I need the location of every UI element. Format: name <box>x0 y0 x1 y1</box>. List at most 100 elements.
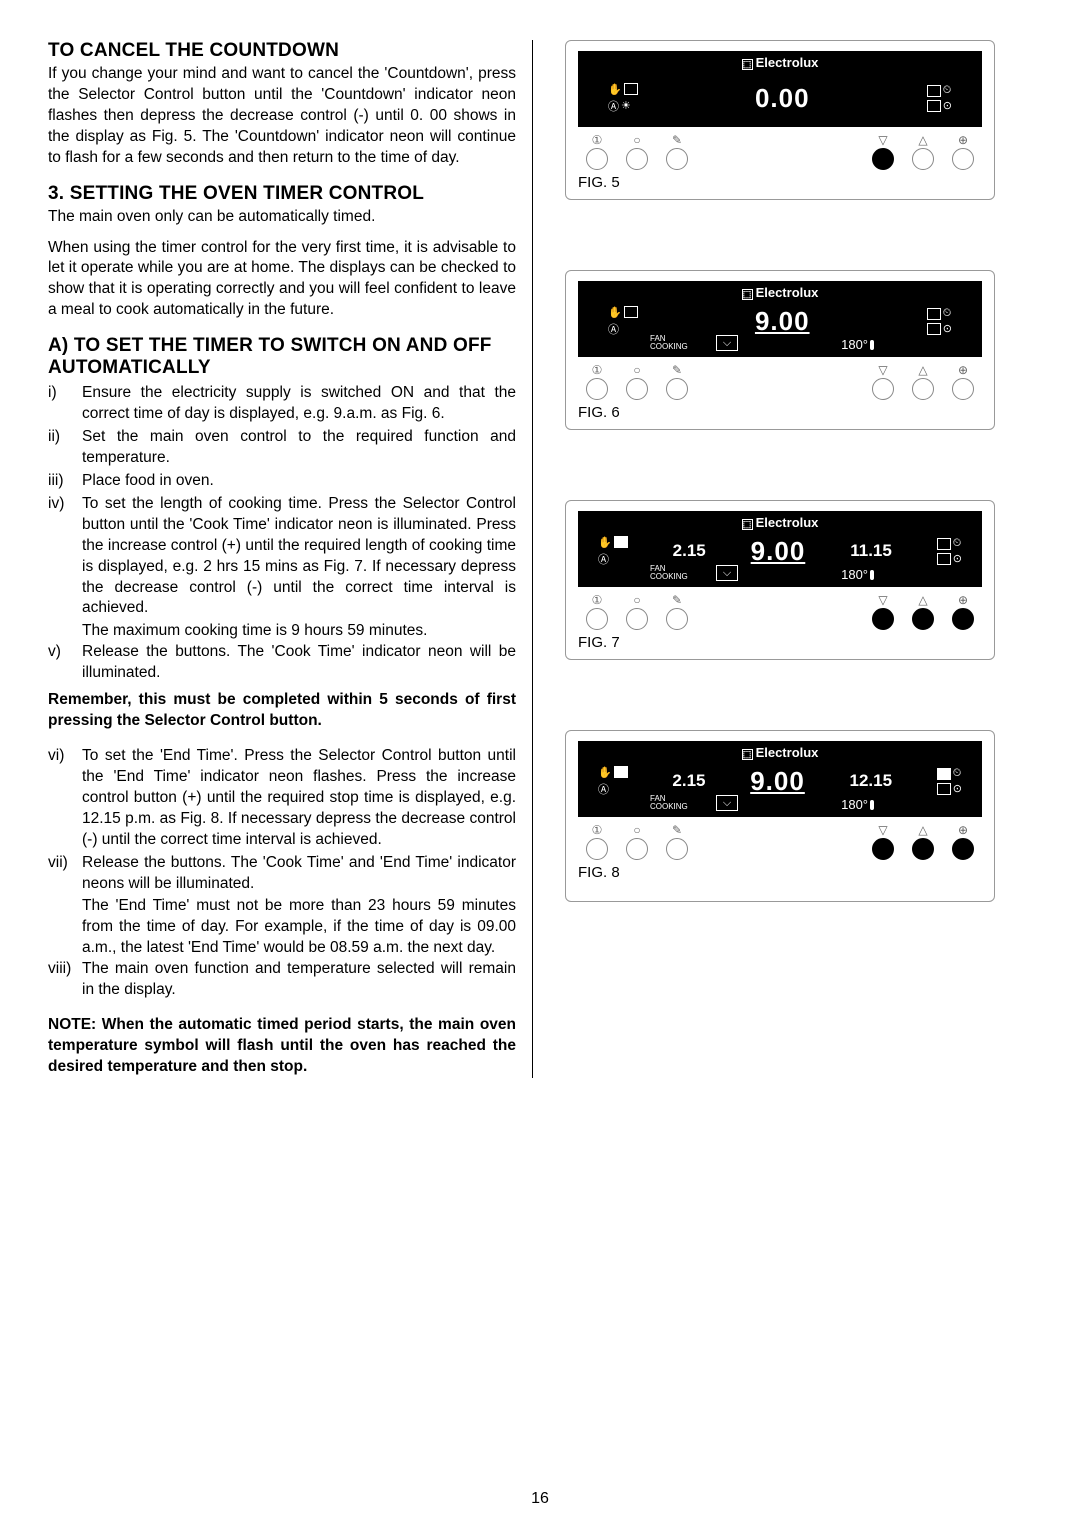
fan-cooking-label: FAN COOKING <box>650 565 688 581</box>
brand-text: Electrolux <box>756 285 819 300</box>
figure-7: ⬚Electrolux ✋ Ⓐ 2.15 9.00 11.15 ⏲ ⊙ FAN … <box>565 500 995 660</box>
brand-icon: ⬚ <box>742 289 753 300</box>
up-symbol: △ <box>918 363 927 377</box>
stop-icon <box>937 538 951 550</box>
heading-cancel: TO CANCEL THE COUNTDOWN <box>48 40 516 62</box>
temp-value: 180° <box>841 567 868 582</box>
right-time: 11.15 <box>850 541 892 561</box>
step-num: ii) <box>48 427 82 469</box>
button-circle <box>872 148 894 170</box>
clock-icon: ⊙ <box>943 99 952 112</box>
button-circle <box>666 378 688 400</box>
step-body: Set the main oven control to the require… <box>82 427 516 469</box>
button-circle <box>586 838 608 860</box>
step-num: iv) <box>48 494 82 620</box>
step-body: Place food in oven. <box>82 471 516 492</box>
left-icons: ✋ Ⓐ <box>598 536 628 567</box>
button-group-left: ① ○ ✎ <box>586 823 688 860</box>
step-num: iii) <box>48 471 82 492</box>
button-group-left: ① ○ ✎ <box>586 133 688 170</box>
plus-symbol: ⊕ <box>958 363 968 377</box>
list-item: iii)Place food in oven. <box>48 471 516 492</box>
button-circle <box>666 838 688 860</box>
step-body: The main oven function and temperature s… <box>82 959 516 1001</box>
right-icons: ⏲ ⊙ <box>937 537 962 565</box>
timer-icon: ⏲ <box>953 537 962 550</box>
figure-label: FIG. 7 <box>578 634 982 651</box>
button: ① <box>586 133 608 170</box>
pot-icon <box>624 306 638 318</box>
auto-icon: Ⓐ <box>598 781 609 797</box>
button-group-left: ① ○ ✎ <box>586 363 688 400</box>
button: △ <box>912 363 934 400</box>
button: ▽ <box>872 823 894 860</box>
brand-label: ⬚Electrolux <box>578 745 982 760</box>
left-time: 2.15 <box>673 541 706 561</box>
button: ✎ <box>666 593 688 630</box>
plus-symbol: ⊕ <box>958 593 968 607</box>
button-circle <box>586 378 608 400</box>
button-group-right: ▽ △ ⊕ <box>872 823 974 860</box>
button-circle <box>666 608 688 630</box>
clock-icon: ⊙ <box>943 322 952 335</box>
figure-label: FIG. 8 <box>578 864 982 881</box>
down-symbol: ▽ <box>878 823 887 837</box>
figure-8: ⬚Electrolux ✋ Ⓐ 2.15 9.00 12.15 ⏲ ⊙ FAN … <box>565 730 995 902</box>
down-symbol: ▽ <box>878 593 887 607</box>
button-group-right: ▽ △ ⊕ <box>872 363 974 400</box>
fan-icon-box: ⌵ <box>716 565 738 581</box>
stop-icon <box>927 85 941 97</box>
display-row: ✋ Ⓐ☀ 0.00 ⏲ ⊙ <box>578 65 982 114</box>
step-num: vii) <box>48 853 82 895</box>
hand-icon: ✋ <box>608 83 622 96</box>
remember-note: Remember, this must be completed within … <box>48 690 516 732</box>
button-row: ① ○ ✎ ▽ △ ⊕ <box>578 593 982 630</box>
button-circle <box>912 608 934 630</box>
display-digits: 9.00 <box>755 306 810 337</box>
button: ⊕ <box>952 133 974 170</box>
stop-icon <box>927 308 941 320</box>
list-item: viii)The main oven function and temperat… <box>48 959 516 1001</box>
timer-icon: ⏲ <box>943 84 952 97</box>
left-icons: ✋ Ⓐ☀ <box>608 83 638 114</box>
display-panel: ⬚Electrolux ✋ Ⓐ 2.15 9.00 11.15 ⏲ ⊙ FAN … <box>578 511 982 587</box>
button-circle <box>912 838 934 860</box>
button-circle <box>912 378 934 400</box>
display-digits: 0.00 <box>755 83 810 114</box>
brand-text: Electrolux <box>756 515 819 530</box>
page-root: TO CANCEL THE COUNTDOWN If you change yo… <box>0 0 1080 1098</box>
right-icons: ⏲ ⊙ <box>927 307 952 335</box>
clock-symbol: ① <box>592 593 603 607</box>
circle-symbol: ○ <box>633 823 640 837</box>
brand-text: Electrolux <box>756 55 819 70</box>
brand-text: Electrolux <box>756 745 819 760</box>
heading-setting: 3. SETTING THE OVEN TIMER CONTROL <box>48 183 516 205</box>
end-icon <box>937 553 951 565</box>
steps-list-3: viii)The main oven function and temperat… <box>48 959 516 1001</box>
right-icons: ⏲ ⊙ <box>937 767 962 795</box>
left-column: TO CANCEL THE COUNTDOWN If you change yo… <box>48 40 533 1078</box>
display-digits: 9.00 <box>750 766 805 797</box>
up-symbol: △ <box>918 593 927 607</box>
button-group-right: ▽ △ ⊕ <box>872 133 974 170</box>
end-icon <box>937 783 951 795</box>
clock-symbol: ① <box>592 133 603 147</box>
steps-list-1b: v)Release the buttons. The 'Cook Time' i… <box>48 642 516 684</box>
step-body: Release the buttons. The 'Cook Time' and… <box>82 853 516 895</box>
step-body: Release the buttons. The 'Cook Time' ind… <box>82 642 516 684</box>
button: ① <box>586 823 608 860</box>
temp-value: 180° <box>841 337 868 352</box>
pot-icon <box>614 766 628 778</box>
button-circle <box>626 148 648 170</box>
list-item: vii)Release the buttons. The 'Cook Time'… <box>48 853 516 895</box>
list-item: i)Ensure the electricity supply is switc… <box>48 383 516 425</box>
auto-icon: Ⓐ <box>608 321 619 337</box>
circle-symbol: ○ <box>633 593 640 607</box>
button-circle <box>872 838 894 860</box>
clock-symbol: ① <box>592 363 603 377</box>
hand-icon: ✋ <box>598 766 612 779</box>
step-body: Ensure the electricity supply is switche… <box>82 383 516 425</box>
button: △ <box>912 823 934 860</box>
button: ▽ <box>872 363 894 400</box>
brand-label: ⬚Electrolux <box>578 285 982 300</box>
